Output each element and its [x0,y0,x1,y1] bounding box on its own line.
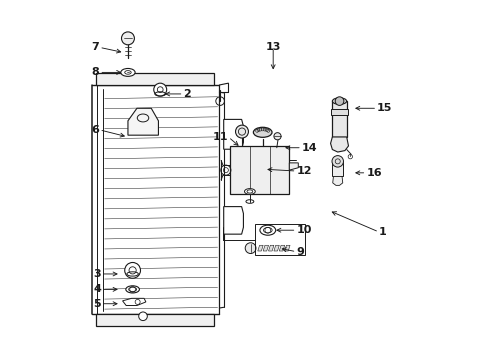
Text: 2: 2 [183,89,191,99]
Circle shape [124,262,140,278]
Text: 4: 4 [93,284,101,294]
Text: 15: 15 [376,103,392,113]
Polygon shape [289,163,298,170]
Bar [332,161,343,176]
Bar [230,146,289,194]
Text: 3: 3 [93,269,101,279]
Text: 6: 6 [91,125,99,135]
Text: 5: 5 [93,299,101,309]
Polygon shape [223,120,243,149]
Text: 1: 1 [378,227,386,237]
Text: 16: 16 [366,168,381,178]
Bar [96,73,214,85]
Text: 14: 14 [301,143,317,153]
Circle shape [121,32,134,45]
Text: 12: 12 [296,166,311,176]
Polygon shape [332,176,342,185]
Polygon shape [279,245,284,251]
Circle shape [139,312,147,320]
Bar [330,109,348,116]
Ellipse shape [260,225,275,235]
Circle shape [244,243,255,253]
Polygon shape [263,245,268,251]
Polygon shape [257,245,263,251]
Text: 9: 9 [296,247,304,257]
Text: 10: 10 [296,225,311,235]
Circle shape [273,133,281,140]
Ellipse shape [332,98,346,104]
Polygon shape [223,207,243,234]
Ellipse shape [125,286,139,293]
Polygon shape [330,137,348,152]
Bar [332,101,346,137]
Bar [96,315,214,326]
Circle shape [335,97,343,105]
Circle shape [235,125,248,138]
Polygon shape [284,245,289,251]
Polygon shape [273,245,279,251]
Ellipse shape [244,189,255,194]
Polygon shape [122,298,145,306]
Text: 13: 13 [265,42,280,52]
Text: 11: 11 [212,132,228,142]
Circle shape [153,83,166,96]
Circle shape [331,156,343,167]
Polygon shape [268,245,273,251]
Text: 8: 8 [91,67,99,77]
Ellipse shape [121,68,135,76]
Bar [255,224,305,255]
Text: 7: 7 [91,42,99,52]
Ellipse shape [253,127,271,137]
Polygon shape [128,108,158,135]
